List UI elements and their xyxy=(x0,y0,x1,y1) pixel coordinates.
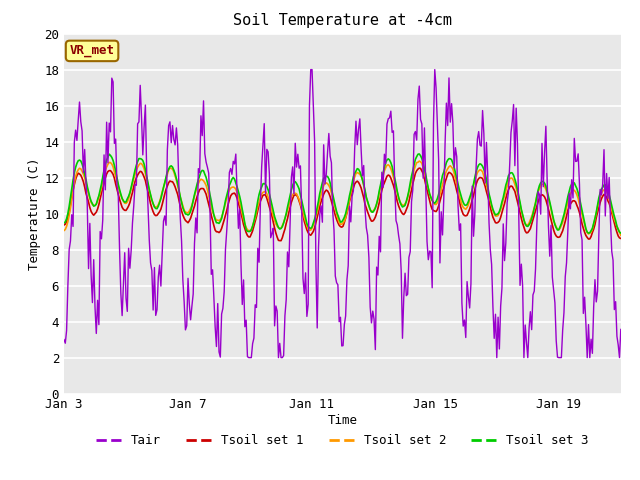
Title: Soil Temperature at -4cm: Soil Temperature at -4cm xyxy=(233,13,452,28)
Y-axis label: Temperature (C): Temperature (C) xyxy=(28,157,42,270)
Text: VR_met: VR_met xyxy=(70,44,115,58)
Legend: Tair, Tsoil set 1, Tsoil set 2, Tsoil set 3: Tair, Tsoil set 1, Tsoil set 2, Tsoil se… xyxy=(91,429,594,452)
X-axis label: Time: Time xyxy=(328,414,357,427)
